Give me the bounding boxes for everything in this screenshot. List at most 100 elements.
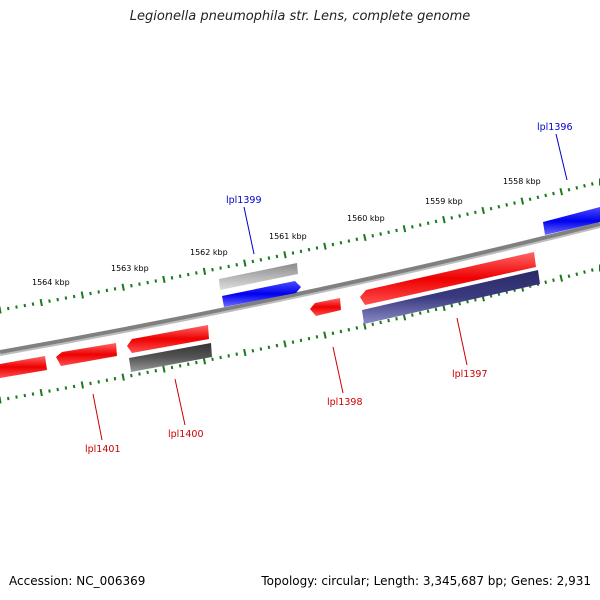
minor-tick: [536, 195, 540, 200]
gene-left-edge-bar[interactable]: [0, 356, 47, 378]
minor-tick: [105, 288, 109, 293]
gene-label-lpl1401[interactable]: lpl1401: [85, 444, 121, 455]
minor-tick: [528, 197, 532, 202]
minor-tick: [299, 338, 303, 343]
gene-label-lpl1397[interactable]: lpl1397: [452, 369, 488, 380]
minor-tick: [315, 335, 319, 339]
minor-tick: [544, 193, 548, 198]
minor-tick: [72, 294, 76, 299]
minor-tick: [590, 268, 594, 272]
minor-tick: [7, 396, 10, 401]
major-tick: [323, 242, 327, 250]
major-tick: [39, 388, 43, 397]
purple-feature[interactable]: [362, 270, 540, 324]
minor-tick: [178, 364, 182, 368]
minor-tick: [227, 354, 230, 358]
major-tick: [520, 197, 525, 205]
accession-text: Accession: NC_006369: [9, 574, 146, 588]
minor-tick: [355, 326, 359, 330]
minor-tick: [275, 254, 279, 259]
major-tick: [80, 381, 84, 389]
minor-tick: [146, 370, 149, 375]
minor-tick: [186, 362, 190, 367]
minor-tick: [583, 184, 586, 188]
leader-lpl1398: [332, 346, 344, 394]
minor-tick: [146, 280, 149, 285]
minor-tick: [575, 272, 579, 276]
minor-tick: [583, 270, 586, 274]
minor-tick: [170, 365, 174, 370]
gene-lpl1396-bar[interactable]: [543, 207, 600, 235]
major-tick: [243, 348, 247, 357]
major-tick: [202, 357, 207, 365]
major-tick: [0, 306, 2, 314]
gene-lpl1400-bar[interactable]: [127, 325, 209, 353]
minor-tick: [15, 305, 18, 309]
minor-tick: [466, 299, 469, 304]
leader-lpl1399: [243, 206, 255, 255]
minor-tick: [418, 223, 422, 227]
minor-tick: [56, 387, 59, 392]
minor-tick: [64, 296, 68, 300]
kbp-label: 1561 kbp: [269, 232, 307, 241]
minor-tick: [186, 272, 190, 277]
genome-backbone-shadow: [0, 226, 600, 356]
minor-tick: [450, 216, 454, 220]
minor-tick: [387, 318, 390, 323]
gene-lpl1401-bar[interactable]: [56, 343, 117, 366]
leader-lpl1401: [92, 393, 103, 441]
minor-tick: [259, 258, 263, 262]
minor-tick: [113, 287, 117, 291]
minor-tick: [426, 309, 430, 314]
minor-tick: [130, 283, 133, 288]
major-tick: [0, 396, 2, 404]
minor-tick: [339, 240, 343, 245]
outer-tick-track: [0, 178, 600, 314]
gene-lpl1398-bar[interactable]: [310, 298, 341, 316]
gene-label-lpl1398[interactable]: lpl1398: [327, 397, 363, 408]
minor-tick: [567, 274, 571, 278]
minor-tick: [138, 282, 141, 286]
minor-tick: [138, 372, 141, 376]
major-tick: [481, 206, 485, 215]
minor-tick: [331, 242, 335, 247]
gray-feature-top[interactable]: [219, 263, 298, 290]
minor-tick: [347, 239, 351, 243]
minor-tick: [195, 271, 198, 275]
minor-tick: [251, 348, 255, 353]
gray-feature-bottom[interactable]: [129, 343, 212, 372]
minor-tick: [355, 237, 359, 242]
minor-tick: [347, 327, 351, 332]
minor-tick: [291, 251, 295, 255]
minor-tick: [48, 389, 51, 393]
gene-label-lpl1400[interactable]: lpl1400: [168, 429, 204, 440]
minor-tick: [497, 204, 501, 209]
minor-tick: [219, 266, 222, 270]
gene-label-lpl1399[interactable]: lpl1399: [226, 195, 262, 206]
kbp-label: 1560 kbp: [347, 214, 385, 223]
major-tick: [80, 291, 84, 299]
minor-tick: [379, 232, 382, 236]
major-tick: [442, 215, 446, 224]
minor-tick: [23, 393, 27, 398]
minor-tick: [64, 386, 68, 390]
major-tick: [121, 283, 125, 291]
minor-tick: [395, 228, 398, 233]
minor-tick: [7, 306, 10, 311]
minor-tick: [395, 316, 398, 321]
minor-tick: [23, 303, 27, 308]
major-tick: [162, 275, 166, 284]
minor-tick: [97, 380, 100, 384]
minor-tick: [251, 259, 255, 264]
major-tick: [162, 365, 166, 373]
minor-tick: [97, 290, 100, 294]
gene-label-lpl1396[interactable]: lpl1396: [537, 122, 573, 133]
gene-lpl1397-bar[interactable]: [360, 252, 536, 305]
gene-lpl1399-bar[interactable]: [222, 281, 301, 307]
minor-tick: [56, 297, 59, 302]
minor-tick: [299, 249, 303, 254]
minor-tick: [267, 256, 271, 260]
minor-tick: [307, 247, 311, 252]
